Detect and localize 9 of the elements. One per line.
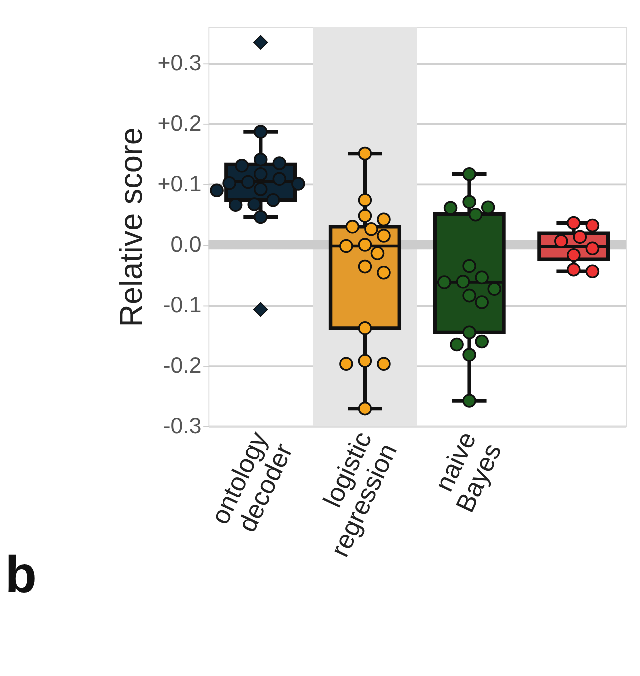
y-tick-label: -0.2 (163, 352, 202, 378)
y-tick-label: -0.1 (163, 292, 202, 318)
text: b (5, 546, 37, 604)
y-tick-label: +0.2 (158, 111, 202, 136)
y-tick-label: +0.3 (158, 50, 202, 76)
y-tick-label: 0.0 (170, 232, 202, 258)
y-axis-title: Relative score (113, 128, 150, 328)
y-tick-label: +0.1 (158, 172, 202, 197)
y-tick-label: -0.3 (163, 413, 202, 438)
